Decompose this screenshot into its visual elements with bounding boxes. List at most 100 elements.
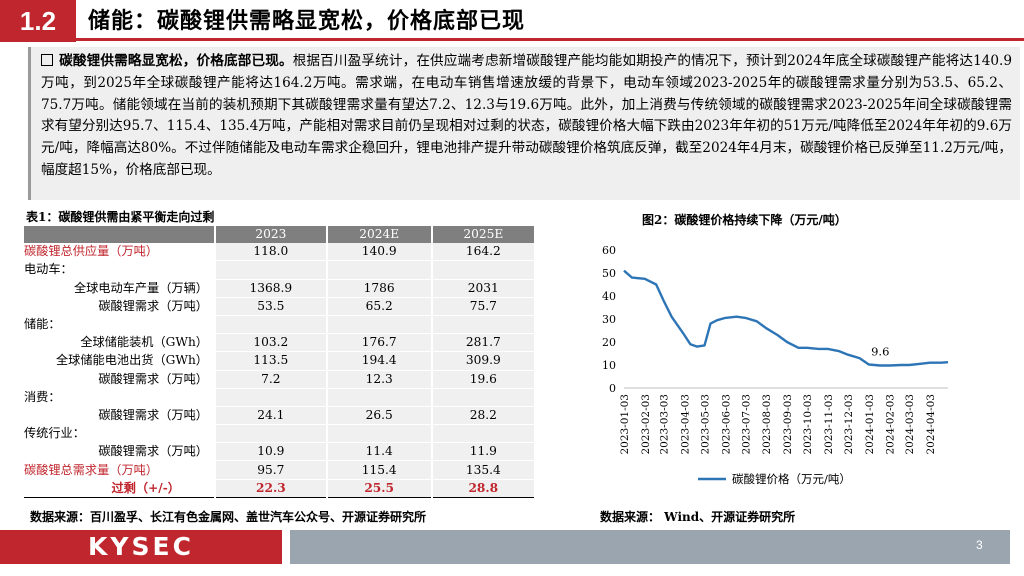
- page-number: 3: [976, 538, 983, 552]
- x-tick-label: 2023-07-03: [740, 394, 752, 455]
- row-label: 储能：: [24, 315, 215, 335]
- table-cell: 1368.9: [214, 279, 327, 298]
- table-source: 数据来源：百川盈孚、长江有色金属网、盖世汽车公众号、开源证券研究所: [30, 510, 427, 524]
- table-cell: [325, 424, 432, 444]
- table-cell: 164.2: [430, 243, 534, 262]
- chart-source: 数据来源： Wind、开源证券研究所: [600, 510, 796, 524]
- y-tick-label: 50: [602, 267, 616, 280]
- table-cell: 115.4: [325, 460, 432, 480]
- table-cell: [214, 424, 327, 444]
- row-label: 全球储能装机（GWh）: [24, 333, 215, 353]
- table-cell: 26.5: [325, 406, 432, 426]
- x-tick-label: 2023-05-03: [699, 394, 711, 455]
- row-label: 传统行业：: [24, 424, 215, 444]
- table-cell: [325, 315, 432, 335]
- section-number: 1.2: [0, 0, 76, 42]
- row-label: 碳酸锂需求（万吨）: [24, 297, 215, 316]
- table-row: 碳酸锂需求（万吨） 24.1 26.5 28.2: [24, 406, 534, 426]
- table-cell: [325, 388, 432, 407]
- data-label: 9.6: [871, 344, 889, 358]
- table-cell: 7.2: [214, 370, 327, 389]
- table-row: 全球储能电池出货（GWh） 113.5 194.4 309.9: [24, 351, 534, 371]
- row-label: 过剩（+/-）: [24, 479, 215, 498]
- footer-bar: [290, 530, 1010, 564]
- table-cell: 309.9: [430, 351, 534, 371]
- checkbox-bullet-icon: [41, 54, 53, 66]
- table-cell: 113.5: [214, 351, 327, 371]
- row-label: 消费：: [24, 388, 215, 407]
- x-tick-label: 2023-03-03: [659, 394, 671, 455]
- table-row: 电动车：: [24, 260, 534, 280]
- table-cell: 194.4: [325, 351, 432, 371]
- summary-body: 根据百川盈孚统计，在供应端考虑新增碳酸锂产能均能如期投产的情况下，预计到2024…: [41, 53, 1012, 178]
- page-title: 储能：碳酸锂供需略显宽松，价格底部已现: [88, 8, 526, 34]
- table-cell: 75.7: [430, 297, 534, 316]
- x-tick-label: 2023-04-03: [679, 394, 691, 455]
- x-tick-label: 2023-09-03: [782, 394, 794, 455]
- table-cell: 25.5: [325, 479, 432, 498]
- series-line: [623, 269, 949, 367]
- table-cell: 11.4: [325, 442, 432, 462]
- table-row: 全球电动车产量（万辆） 1368.9 1786 2031: [24, 279, 534, 298]
- row-label: 全球电动车产量（万辆）: [24, 279, 215, 298]
- table-cell: 53.5: [214, 297, 327, 316]
- y-tick-label: 40: [602, 290, 616, 303]
- table-row: 消费：: [24, 388, 534, 407]
- summary-box: 碳酸锂供需略显宽松，价格底部已现。根据百川盈孚统计，在供应端考虑新增碳酸锂产能均…: [28, 47, 1020, 200]
- kysec-logo: KYSEC: [0, 530, 282, 564]
- table-cell: [214, 260, 327, 280]
- supply-demand-table: 2023 2024E 2025E 碳酸锂总供应量（万吨） 118.0 140.9…: [24, 226, 534, 498]
- title-underline: [76, 38, 1024, 41]
- table-row: 碳酸锂需求（万吨） 53.5 65.2 75.7: [24, 297, 534, 316]
- x-tick-label: 2024-04-03: [925, 394, 937, 455]
- table-cell: 118.0: [214, 243, 327, 262]
- table-cell: 65.2: [325, 297, 432, 316]
- chart-caption: 图2：碳酸锂价格持续下降（万元/吨）: [642, 213, 847, 227]
- table-row: 碳酸锂需求（万吨） 10.9 11.4 11.9: [24, 442, 534, 462]
- table-cell: 28.8: [430, 479, 534, 498]
- x-tick-label: 2023-11-03: [823, 394, 835, 455]
- table-row: 碳酸锂总供应量（万吨） 118.0 140.9 164.2: [24, 243, 534, 262]
- table-cell: 19.6: [430, 370, 534, 389]
- y-tick-label: 60: [602, 244, 616, 257]
- table-row: 传统行业：: [24, 424, 534, 444]
- table-row: 碳酸锂需求（万吨） 7.2 12.3 19.6: [24, 370, 534, 389]
- table-cell: [430, 424, 534, 444]
- row-label: 碳酸锂总需求量（万吨）: [24, 460, 215, 480]
- table-cell: [430, 315, 534, 335]
- table-cell: [430, 260, 534, 280]
- row-label: 碳酸锂需求（万吨）: [24, 370, 215, 389]
- table-cell: 10.9: [214, 442, 327, 462]
- x-tick-label: 2023-10-03: [802, 394, 814, 455]
- table-row: 全球储能装机（GWh） 103.2 176.7 281.7: [24, 333, 534, 353]
- table-header-cell: 2024E: [325, 226, 432, 244]
- x-tick-label: 2024-03-03: [904, 394, 916, 455]
- table-header-cell: 2025E: [430, 226, 534, 244]
- x-tick-label: 2023-01-03: [619, 394, 631, 455]
- table-caption: 表1：碳酸锂供需由紧平衡走向过剩: [26, 210, 215, 224]
- y-tick-label: 10: [602, 359, 616, 372]
- row-label: 碳酸锂需求（万吨）: [24, 406, 215, 426]
- table-cell: 140.9: [325, 243, 432, 262]
- table-row: 过剩（+/-） 22.3 25.5 28.8: [24, 479, 534, 498]
- table-cell: [430, 388, 534, 407]
- table-cell: 281.7: [430, 333, 534, 353]
- row-label: 碳酸锂需求（万吨）: [24, 442, 215, 462]
- table-row: 储能：: [24, 315, 534, 335]
- x-tick-label: 2024-01-03: [864, 394, 876, 455]
- row-label: 电动车：: [24, 260, 215, 280]
- table-cell: [214, 388, 327, 407]
- table-header-row: 2023 2024E 2025E: [24, 226, 534, 244]
- header: 1.2 储能：碳酸锂供需略显宽松，价格底部已现: [0, 0, 1024, 42]
- table-cell: 22.3: [214, 479, 327, 498]
- y-tick-label: 0: [609, 382, 616, 395]
- lithium-price-chart: 0 10 20 30 40 50 60 2023-01-03 2023-02-03 2023-03…: [602, 244, 949, 486]
- y-tick-label: 30: [602, 313, 616, 326]
- table-cell: 103.2: [214, 333, 327, 353]
- table-header-cell: 2023: [214, 226, 327, 244]
- table-cell: [214, 315, 327, 335]
- table-cell: 28.2: [430, 406, 534, 426]
- summary-lead: 碳酸锂供需略显宽松，价格底部已现。: [59, 53, 293, 69]
- table-cell: 12.3: [325, 370, 432, 389]
- table-cell: 135.4: [430, 460, 534, 480]
